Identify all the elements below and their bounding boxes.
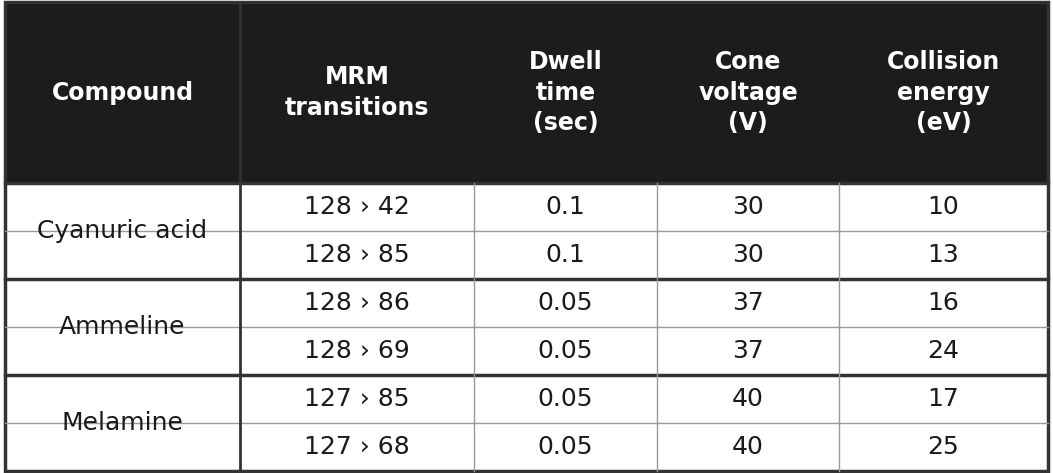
Text: 0.05: 0.05: [538, 290, 593, 315]
Text: 17: 17: [928, 386, 959, 411]
Text: 25: 25: [928, 435, 959, 459]
Text: 128 › 85: 128 › 85: [304, 243, 410, 267]
Text: 40: 40: [732, 435, 764, 459]
Text: 128 › 69: 128 › 69: [304, 339, 410, 363]
Text: 40: 40: [732, 386, 764, 411]
Text: 128 › 86: 128 › 86: [304, 290, 410, 315]
Text: Compound: Compound: [52, 80, 194, 105]
Text: 30: 30: [732, 195, 763, 219]
Text: 10: 10: [928, 195, 959, 219]
Text: Collision
energy
(eV): Collision energy (eV): [887, 50, 1000, 135]
Text: 30: 30: [732, 243, 763, 267]
Text: 0.05: 0.05: [538, 435, 593, 459]
Text: 0.1: 0.1: [545, 243, 585, 267]
Text: 24: 24: [928, 339, 959, 363]
Text: 0.05: 0.05: [538, 339, 593, 363]
Text: Melamine: Melamine: [62, 411, 183, 435]
Text: 127 › 68: 127 › 68: [304, 435, 410, 459]
Text: Cone
voltage
(V): Cone voltage (V): [698, 50, 798, 135]
Text: 127 › 85: 127 › 85: [304, 386, 410, 411]
Bar: [5, 2, 1048, 183]
Text: MRM
transitions: MRM transitions: [285, 65, 430, 120]
Text: Dwell
time
(sec): Dwell time (sec): [529, 50, 602, 135]
Bar: [5, 183, 1048, 471]
Text: Cyanuric acid: Cyanuric acid: [38, 219, 207, 243]
Text: Ammeline: Ammeline: [59, 315, 185, 339]
Text: 37: 37: [732, 339, 763, 363]
Text: 13: 13: [928, 243, 959, 267]
Text: 0.1: 0.1: [545, 195, 585, 219]
Text: 37: 37: [732, 290, 763, 315]
Text: 128 › 42: 128 › 42: [304, 195, 410, 219]
Text: 0.05: 0.05: [538, 386, 593, 411]
Text: 16: 16: [928, 290, 959, 315]
